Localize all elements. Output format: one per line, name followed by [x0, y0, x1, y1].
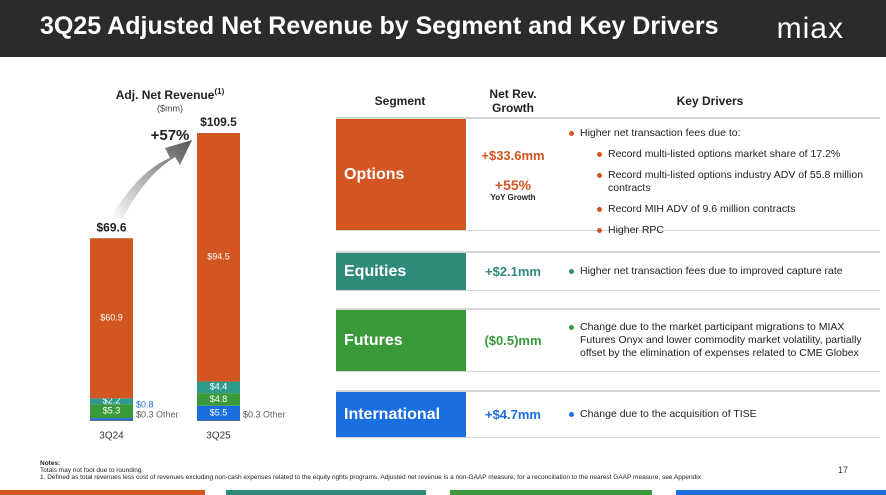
segment-name: Futures — [336, 310, 466, 371]
driver-item: Record multi-listed options industry ADV… — [596, 169, 872, 195]
note-line: 1. Defined as total revenues less cost o… — [40, 474, 701, 481]
note-line: Totals may not foot due to rounding — [40, 467, 142, 474]
chart-title-note: (1) — [214, 87, 224, 96]
bar-total-label: $69.6 — [96, 220, 126, 234]
title-bar: 3Q25 Adjusted Net Revenue by Segment and… — [0, 0, 886, 57]
footer-band — [450, 490, 652, 495]
bullet — [597, 152, 602, 157]
driver-text: Higher net transaction fees due to: — [580, 127, 741, 139]
bullet — [569, 412, 574, 417]
driver-text: Record MIH ADV of 9.6 million contracts — [608, 203, 796, 215]
driver-text: Higher RPC — [608, 224, 665, 236]
segment-name: International — [336, 392, 466, 437]
growth-cell: ($0.5)mm — [466, 310, 560, 371]
growth-percent: +55% — [494, 176, 532, 193]
footer-band — [226, 490, 426, 495]
chart-title: Adj. Net Revenue(1) — [116, 87, 225, 102]
growth-value: +$33.6mm — [481, 147, 545, 163]
column-header: Segment — [374, 94, 426, 108]
driver-item: Record MIH ADV of 9.6 million contracts — [596, 203, 872, 216]
chart-title-text: Adj. Net Revenue — [116, 88, 215, 102]
bar-value-label: $4.4 — [210, 382, 228, 392]
x-tick-label: 3Q25 — [206, 431, 231, 442]
segment-row: Futures ($0.5)mm Change due to the market … — [336, 308, 880, 372]
driver-item: Record multi-listed options market share… — [596, 148, 872, 161]
bar-segment — [90, 418, 133, 421]
growth-cell: +$2.1mm — [466, 253, 560, 290]
bullet — [597, 228, 602, 233]
growth-note: YoY Growth — [490, 192, 536, 202]
driver-text: Record multi-listed options industry ADV… — [608, 169, 864, 194]
growth-value: +$4.7mm — [484, 407, 541, 422]
growth-value: ($0.5)mm — [484, 333, 542, 348]
chart-subtitle: ($mm) — [157, 103, 183, 113]
segment-row: Options +$33.6mm +55% YoY Growth Higher net … — [336, 117, 880, 236]
bar-value-label: $0.3 — [136, 409, 154, 419]
bar-segment — [90, 238, 133, 399]
bar-segment — [197, 405, 240, 421]
footer-band — [676, 490, 886, 495]
bullet — [597, 173, 602, 178]
growth-arrow — [112, 140, 192, 220]
column-header: Net Rev. Growth — [489, 87, 537, 115]
bar-value-label: $2.2 — [103, 396, 121, 406]
bar-segment-name: Other — [156, 409, 179, 419]
bullet — [569, 131, 574, 136]
segment-row: Equities +$2.1mm Higher net transaction fe… — [336, 251, 880, 291]
segment-row: International +$4.7mm Change due to the ac… — [336, 390, 880, 438]
bar-segment — [197, 393, 240, 406]
growth-cell: +$33.6mm +55% YoY Growth — [466, 119, 560, 230]
bar-value-label: $0.3 — [243, 409, 261, 419]
driver-text: Change due to the market participant mig… — [580, 321, 862, 359]
bar-segment — [197, 420, 240, 421]
x-tick-label: 3Q24 — [99, 431, 124, 442]
driver-text: Record multi-listed options market share… — [608, 148, 841, 160]
bullet — [569, 269, 574, 274]
bar-value-label: $60.9 — [100, 313, 123, 323]
growth-annotation: +57% — [151, 127, 190, 144]
bar-value-label: $5.3 — [103, 406, 121, 416]
driver-item: Change due to the market participant mig… — [568, 321, 872, 360]
drivers-cell: Change due to the market participant mig… — [560, 310, 880, 371]
bar-segment-name: Other — [263, 409, 286, 419]
driver-text: Change due to the acquisition of TISE — [580, 408, 757, 420]
driver-item: Higher net transaction fees due to: — [568, 127, 872, 140]
bar-segment — [90, 398, 133, 405]
drivers-cell: Higher net transaction fees due to impro… — [560, 253, 880, 290]
bar-segment — [90, 420, 133, 421]
bar-value-label: $5.5 — [210, 407, 228, 417]
bar-segment — [197, 381, 240, 394]
bar-value-label: $4.8 — [210, 394, 228, 404]
column-header: Key Drivers — [676, 94, 744, 108]
bar-segment — [90, 404, 133, 419]
driver-item: Change due to the acquisition of TISE — [568, 408, 872, 421]
bar-segment — [197, 133, 240, 382]
segment-name: Options — [336, 119, 466, 230]
bullet — [597, 207, 602, 212]
driver-item: Higher RPC — [596, 224, 872, 237]
bar-value-label: $94.5 — [207, 252, 230, 262]
segment-name: Equities — [336, 253, 466, 290]
growth-cell: +$4.7mm — [466, 392, 560, 437]
page-number: 17 — [838, 465, 849, 475]
notes-heading: Notes: — [40, 460, 61, 467]
slide-title: 3Q25 Adjusted Net Revenue by Segment and… — [40, 12, 719, 40]
logo: miax — [776, 12, 844, 45]
bullet — [569, 325, 574, 330]
driver-text: Higher net transaction fees due to impro… — [580, 265, 843, 277]
bar-value-label: $0.8 — [136, 399, 154, 409]
footer-band — [0, 490, 205, 495]
growth-value: +$2.1mm — [484, 264, 541, 279]
bar-total-label: $109.5 — [200, 115, 237, 129]
driver-item: Higher net transaction fees due to impro… — [568, 265, 872, 278]
drivers-cell: Higher net transaction fees due to: Recor… — [560, 119, 880, 236]
drivers-cell: Change due to the acquisition of TISE — [560, 392, 880, 437]
